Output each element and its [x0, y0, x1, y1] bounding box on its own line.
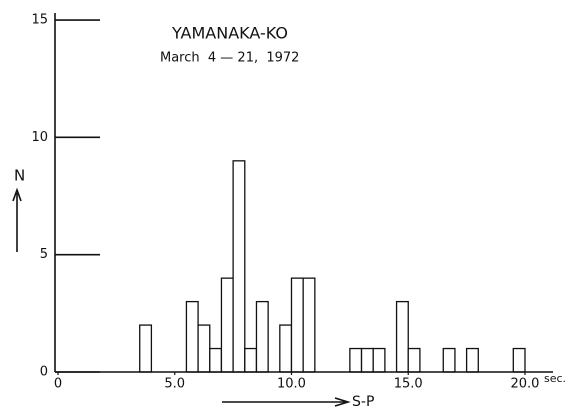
x-axis-label: S-P [352, 394, 374, 409]
x-unit: sec. [544, 372, 566, 385]
bar [255, 300, 269, 373]
bar [442, 347, 456, 373]
bar [139, 324, 153, 373]
y-tick-label: 5 [40, 247, 48, 262]
y-tick-label: 10 [31, 130, 48, 145]
y-arrow-head [12, 187, 22, 202]
bar [512, 347, 526, 373]
x-tick-label: 5.0 [164, 377, 185, 392]
bar [244, 347, 258, 373]
y-tick-label: 0 [40, 365, 48, 380]
bar [349, 347, 363, 373]
chart-title: YAMANAKA-KO [171, 24, 288, 43]
bar [232, 160, 246, 373]
bar [290, 277, 304, 373]
x-tick-label: 15.0 [394, 377, 423, 392]
bar [302, 277, 316, 373]
x-arrow-head [334, 397, 351, 407]
x-tick-label: 20.0 [511, 377, 540, 392]
bar [395, 300, 409, 373]
bar [360, 347, 374, 373]
bar [220, 277, 234, 373]
bar [407, 347, 421, 373]
y-tick-label: 15 [31, 13, 48, 28]
bar [197, 324, 211, 373]
bar [185, 300, 199, 373]
bar [465, 347, 479, 373]
y-axis-label: N [14, 167, 25, 185]
x-tick-label: 0 [54, 377, 62, 392]
chart-subtitle: March 4 — 21, 1972 [160, 51, 299, 66]
bar [372, 347, 386, 373]
bar [279, 324, 293, 373]
x-tick-label: 10.0 [277, 377, 306, 392]
bar [209, 347, 223, 373]
